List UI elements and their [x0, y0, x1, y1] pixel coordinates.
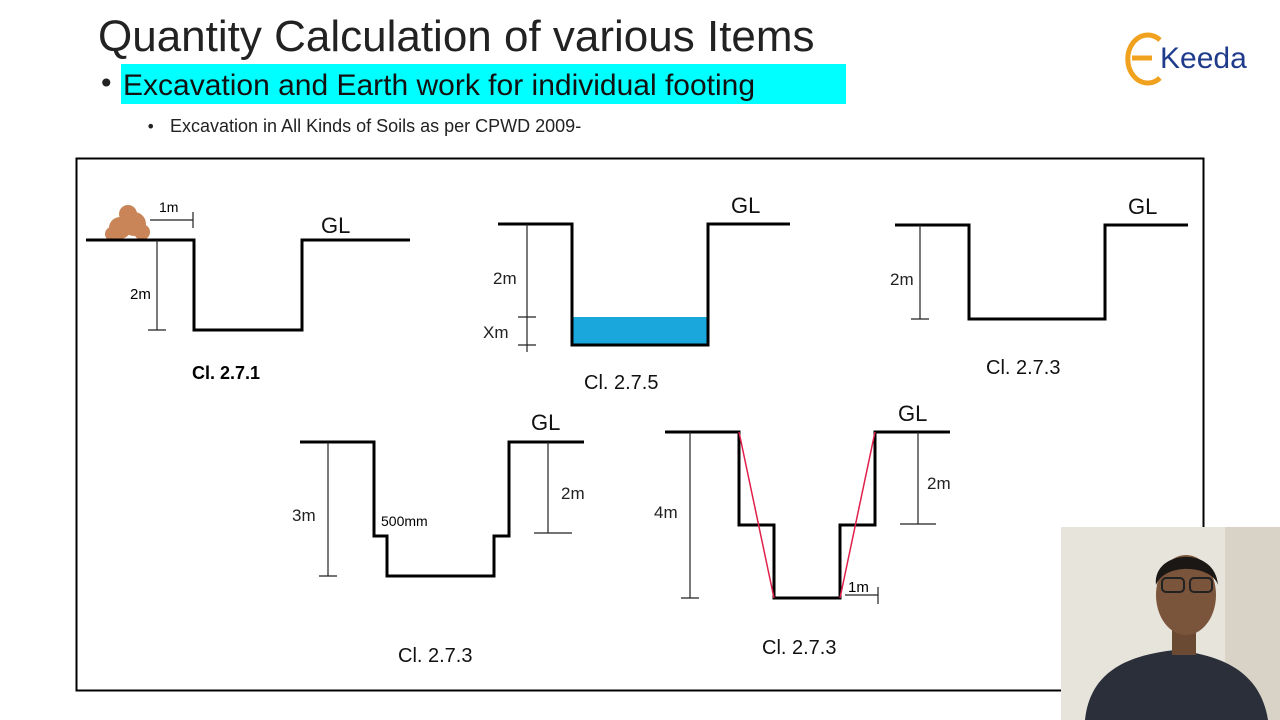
webcam [1061, 527, 1280, 720]
label: 4m [654, 503, 678, 522]
presenter-hair [1155, 556, 1218, 585]
logo-text: Keeda [1160, 42, 1247, 75]
water [572, 317, 708, 345]
label: GL [321, 213, 350, 238]
sub-bullet-dot: • [146, 117, 155, 136]
diagram-5: GL 4m 2m 1m Cl. 2.7.3 [654, 401, 951, 659]
label: 2m [130, 286, 151, 303]
label: 1m [848, 579, 869, 596]
presenter-face [1156, 555, 1216, 635]
bullet-dot: • [98, 67, 115, 100]
label: 500mm [381, 513, 428, 529]
label: GL [731, 193, 760, 218]
slide-title: Quantity Calculation of various Items [98, 12, 815, 61]
diagram-frame [75, 157, 1205, 692]
pit-profile [498, 222, 790, 347]
pit-profile [300, 440, 584, 578]
slope-line [839, 431, 876, 599]
pit-profile [86, 238, 410, 332]
label: GL [531, 410, 560, 435]
label: 2m [493, 269, 517, 288]
label: 2m [890, 270, 914, 289]
diagram-4: GL 3m 500mm 2m Cl. 2.7.3 [292, 410, 585, 667]
logo-arc [1125, 32, 1162, 86]
caption: Cl. 2.7.3 [986, 357, 1060, 379]
sub-bullet-text: Excavation in All Kinds of Soils as per … [170, 116, 581, 136]
glasses [1189, 577, 1213, 593]
diagram-3: GL 2m Cl. 2.7.3 [890, 194, 1188, 379]
caption: Cl. 2.7.3 [762, 637, 836, 659]
caption: Cl. 2.7.5 [584, 372, 658, 394]
pit-profile [895, 223, 1188, 321]
highlight [121, 64, 846, 104]
caption: Cl. 2.7.1 [192, 363, 260, 383]
label: 2m [927, 474, 951, 493]
label: GL [1128, 194, 1157, 219]
label: 1m [159, 199, 178, 215]
label: 2m [561, 484, 585, 503]
label: Xm [483, 323, 509, 342]
logo: Keeda [1125, 32, 1247, 86]
presenter-body [1085, 650, 1268, 720]
pit-profile [665, 430, 950, 600]
label: GL [898, 401, 927, 426]
diagram-2: GL 2m Xm Cl. 2.7.5 [483, 193, 790, 394]
soil-pile [105, 205, 150, 241]
bullet-text: Excavation and Earth work for individual… [123, 69, 755, 102]
diagram-1: 1m GL 2m Cl. 2.7.1 [86, 199, 410, 383]
caption: Cl. 2.7.3 [398, 645, 472, 667]
slope-line [738, 431, 775, 599]
label: 3m [292, 506, 316, 525]
glasses [1161, 577, 1185, 593]
